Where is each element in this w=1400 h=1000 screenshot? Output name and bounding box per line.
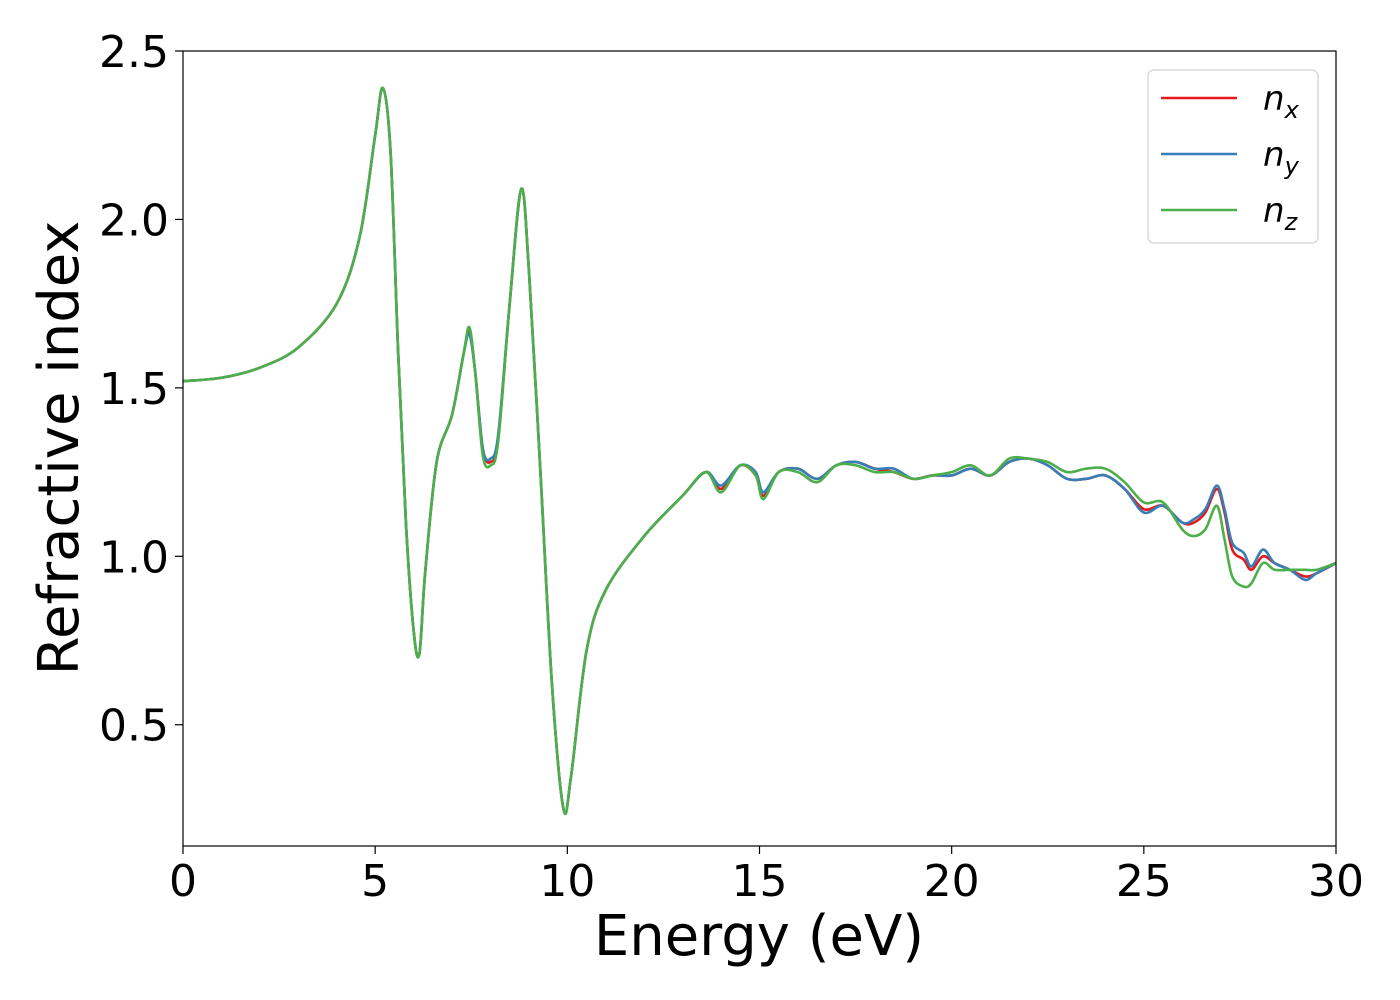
x-tick-label: 15 — [732, 856, 788, 907]
x-tick-label: 25 — [1116, 856, 1172, 907]
y-tick-label: 2.0 — [99, 195, 169, 246]
legend-label-base: n — [1263, 191, 1285, 231]
series-line-nz — [182, 86, 1337, 816]
series-layer — [182, 86, 1337, 816]
legend-label-ny: ny — [1263, 135, 1300, 180]
x-tick-label: 20 — [924, 856, 980, 907]
legend-label-base: n — [1263, 79, 1285, 119]
x-axis-ticks: 0 5 10 15 20 25 30 — [169, 846, 1364, 907]
legend-label-subscript: x — [1284, 96, 1300, 124]
x-tick-label: 30 — [1308, 856, 1364, 907]
y-tick-label: 0.5 — [99, 701, 169, 752]
plot-area — [183, 51, 1336, 846]
y-tick-label: 2.5 — [99, 27, 169, 78]
x-axis-title: Energy (eV) — [594, 904, 924, 969]
legend-box — [1147, 69, 1319, 244]
x-tick-label: 10 — [539, 856, 595, 907]
y-axis-title: Refractive index — [27, 221, 92, 676]
y-axis-ticks: 0.5 1.0 1.5 2.0 2.5 — [99, 27, 183, 752]
x-tick-label: 5 — [361, 856, 389, 907]
x-tick-label: 0 — [169, 856, 197, 907]
legend-label-base: n — [1263, 135, 1285, 175]
y-tick-label: 1.0 — [99, 532, 169, 583]
legend-label-subscript: y — [1284, 152, 1300, 180]
legend-label-nz: nz — [1263, 191, 1299, 236]
legend-label-nx: nx — [1263, 79, 1300, 124]
legend-label-subscript: z — [1284, 208, 1299, 236]
y-tick-label: 1.5 — [99, 364, 169, 415]
